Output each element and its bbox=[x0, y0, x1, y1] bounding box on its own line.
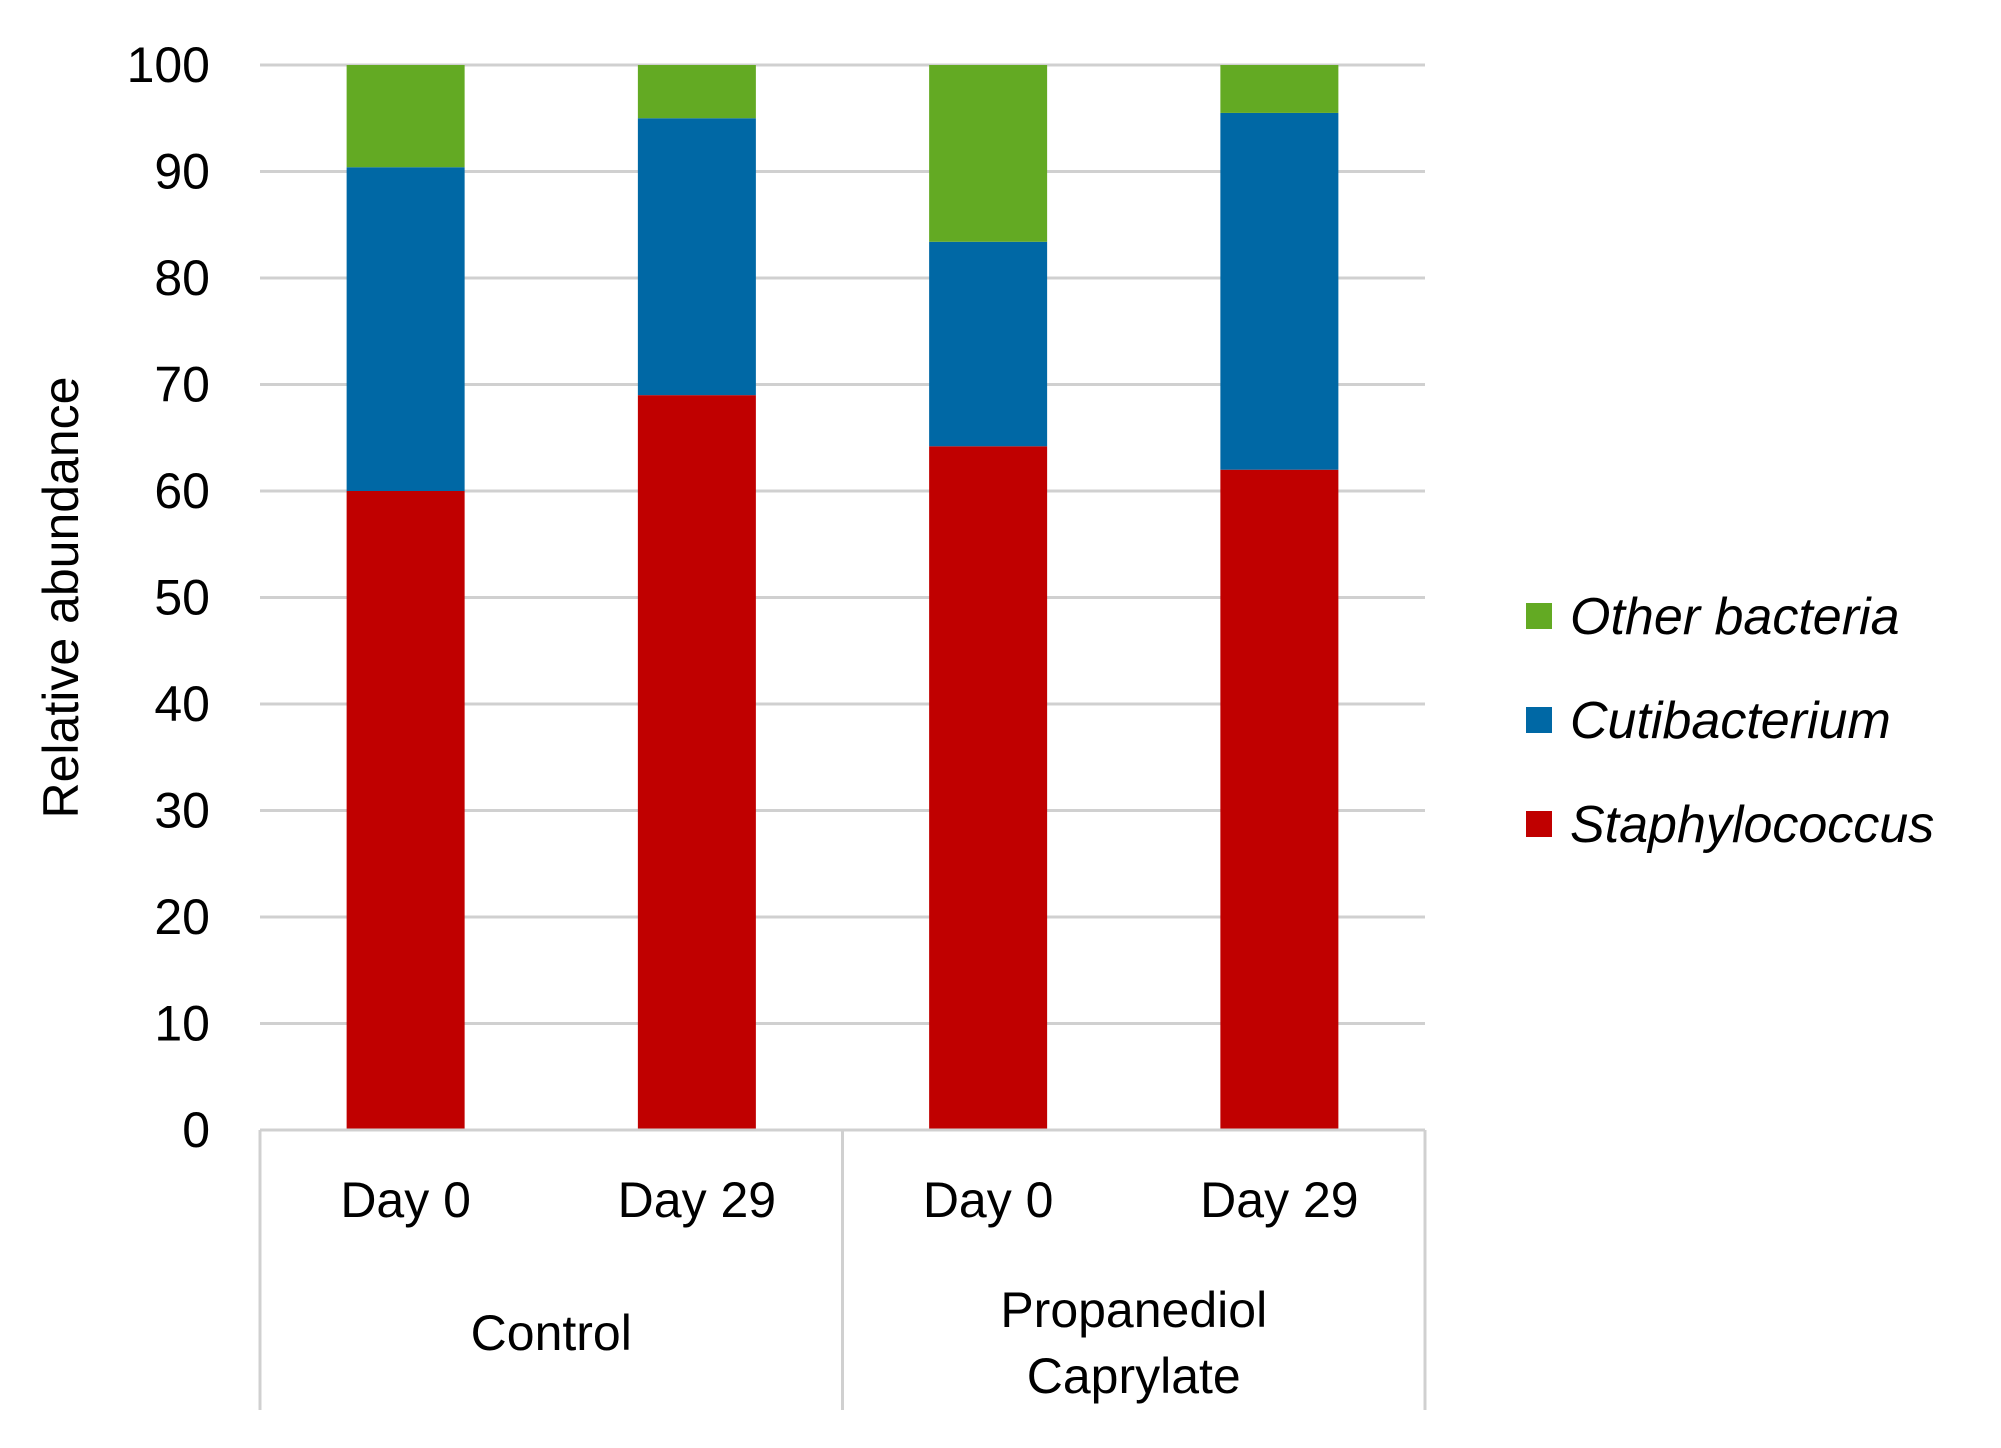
x-tick-label: Day 29 bbox=[1200, 1172, 1358, 1228]
legend-label-other-bacteria: Other bacteria bbox=[1570, 588, 1900, 646]
y-axis-title: Relative abundance bbox=[33, 377, 89, 819]
group-label: Caprylate bbox=[1027, 1348, 1241, 1404]
y-tick-label: 50 bbox=[154, 570, 210, 626]
bar-cutibacterium-0 bbox=[346, 167, 465, 492]
y-tick-label: 60 bbox=[154, 463, 210, 519]
bars bbox=[346, 65, 1339, 1130]
bar-staphylococcus-0 bbox=[346, 491, 465, 1130]
group-label: Propanediol bbox=[1000, 1282, 1267, 1338]
bar-other-bacteria-3 bbox=[1220, 65, 1339, 113]
x-tick-label: Day 29 bbox=[618, 1172, 776, 1228]
y-tick-label: 100 bbox=[127, 37, 210, 93]
bar-other-bacteria-0 bbox=[346, 65, 465, 168]
y-tick-label: 80 bbox=[154, 250, 210, 306]
group-label: Control bbox=[471, 1305, 632, 1361]
bar-other-bacteria-1 bbox=[637, 65, 756, 119]
x-tick-label: Day 0 bbox=[340, 1172, 471, 1228]
y-tick-label: 90 bbox=[154, 144, 210, 200]
y-tick-label: 10 bbox=[154, 996, 210, 1052]
bar-cutibacterium-2 bbox=[929, 241, 1048, 447]
y-tick-label: 70 bbox=[154, 357, 210, 413]
y-tick-label: 40 bbox=[154, 676, 210, 732]
bar-staphylococcus-3 bbox=[1220, 469, 1339, 1130]
legend-swatch-staphylococcus bbox=[1526, 811, 1552, 837]
legend-label-staphylococcus: Staphylococcus bbox=[1570, 796, 1934, 854]
y-tick-label: 20 bbox=[154, 889, 210, 945]
axes: 0 10 20 30 40 50 60 70 80 90 100 Day 0 Day 29 Day 0 Da… bbox=[33, 37, 1427, 1410]
bar-staphylococcus-2 bbox=[929, 446, 1048, 1130]
bar-other-bacteria-2 bbox=[929, 65, 1048, 242]
bar-cutibacterium-3 bbox=[1220, 112, 1339, 470]
legend-swatch-other-bacteria bbox=[1526, 603, 1552, 629]
y-tick-label: 0 bbox=[182, 1102, 210, 1158]
bar-staphylococcus-1 bbox=[637, 395, 756, 1130]
bar-cutibacterium-1 bbox=[637, 118, 756, 396]
y-tick-label: 30 bbox=[154, 783, 210, 839]
legend: Other bacteria Cutibacterium Staphylococcu… bbox=[1526, 588, 1934, 854]
legend-swatch-cutibacterium bbox=[1526, 707, 1552, 733]
legend-label-cutibacterium: Cutibacterium bbox=[1570, 692, 1891, 750]
x-tick-label: Day 0 bbox=[923, 1172, 1054, 1228]
